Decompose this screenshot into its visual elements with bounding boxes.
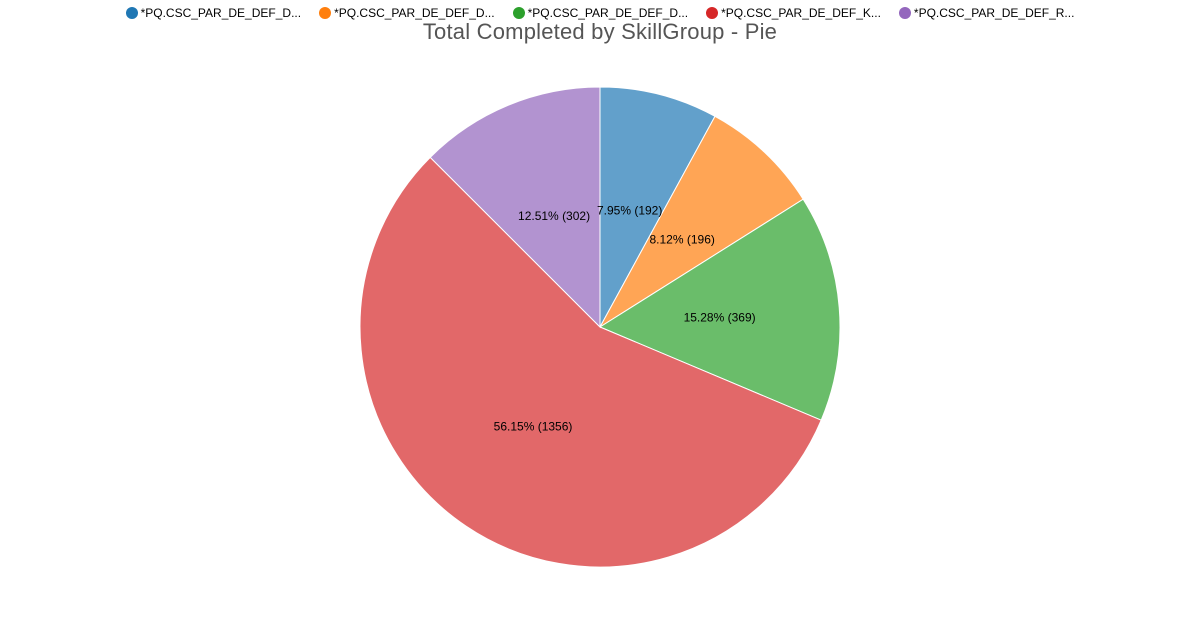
legend-item-2[interactable]: *PQ.CSC_PAR_DE_DEF_D... [319, 6, 495, 20]
pie-slice-1[interactable] [599, 86, 716, 328]
pie-slices [359, 86, 841, 568]
legend-item-4[interactable]: *PQ.CSC_PAR_DE_DEF_K... [706, 6, 881, 20]
legend-swatch-4 [706, 7, 719, 19]
pie-slice-3[interactable] [598, 198, 841, 421]
legend-swatch-5 [898, 7, 911, 19]
legend-swatch-1 [125, 7, 138, 19]
pie-slice-label-3: 15.28% (369) [684, 310, 756, 324]
legend-label-2: *PQ.CSC_PAR_DE_DEF_D... [334, 6, 495, 20]
legend-item-3[interactable]: *PQ.CSC_PAR_DE_DEF_D... [512, 6, 689, 20]
pie-slice-label-4: 56.15% (1356) [494, 420, 573, 434]
pie-slice-label-1: 7.95% (192) [597, 204, 662, 218]
legend-label-3: *PQ.CSC_PAR_DE_DEF_D... [527, 6, 689, 20]
pie-labels: 7.95% (192) 8.12% (196) 15.28% (369) 56.15%… [494, 204, 756, 434]
legend-swatch-2 [319, 7, 332, 19]
legend-label-1: *PQ.CSC_PAR_DE_DEF_D... [140, 6, 302, 20]
chart-legend: *PQ.CSC_PAR_DE_DEF_D... *PQ.CSC_PAR_DE_D… [0, 4, 1200, 22]
pie-slice-label-2: 8.12% (196) [650, 233, 715, 247]
pie-slice-label-5: 12.51% (302) [518, 209, 590, 223]
legend-item-1[interactable]: *PQ.CSC_PAR_DE_DEF_D... [125, 6, 302, 20]
pie-slice-5[interactable] [429, 86, 601, 329]
pie-slice-4[interactable] [359, 156, 822, 568]
pie-slice-2[interactable] [598, 115, 804, 329]
legend-label-5: *PQ.CSC_PAR_DE_DEF_R... [913, 6, 1075, 20]
legend-item-5[interactable]: *PQ.CSC_PAR_DE_DEF_R... [898, 6, 1075, 20]
chart-title: Total Completed by SkillGroup - Pie [422, 19, 778, 44]
legend-swatch-3 [512, 7, 525, 19]
legend-label-4: *PQ.CSC_PAR_DE_DEF_K... [721, 6, 881, 20]
